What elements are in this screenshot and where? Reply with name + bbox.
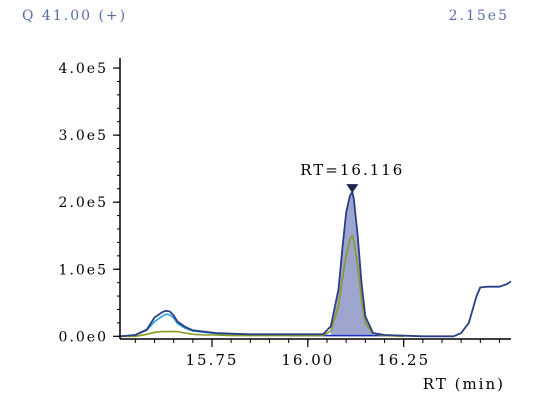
x-tick-label: 16.25 [377, 351, 430, 369]
peak-annotation-label: RT=16.116 [300, 161, 404, 179]
x-tick-label: 15.75 [186, 351, 239, 369]
y-tick-label: 4.0e5 [59, 61, 108, 77]
y-tick-label: 2.0e5 [59, 195, 108, 211]
peak-marker [346, 184, 359, 194]
x-tick-label: 16.00 [281, 351, 334, 369]
y-tick-label: 1.0e5 [59, 262, 108, 278]
peak-area-fill [330, 192, 373, 337]
y-tick-label: 3.0e5 [59, 128, 108, 144]
series-line-total [119, 191, 512, 338]
max-intensity-label: 2.15e5 [448, 8, 509, 24]
x-axis-label: RT (min) [423, 375, 505, 393]
series-line-olive [120, 234, 404, 338]
y-tick-label: 0.0e0 [59, 329, 108, 345]
ion-label: Q 41.00 (+) [22, 8, 128, 24]
